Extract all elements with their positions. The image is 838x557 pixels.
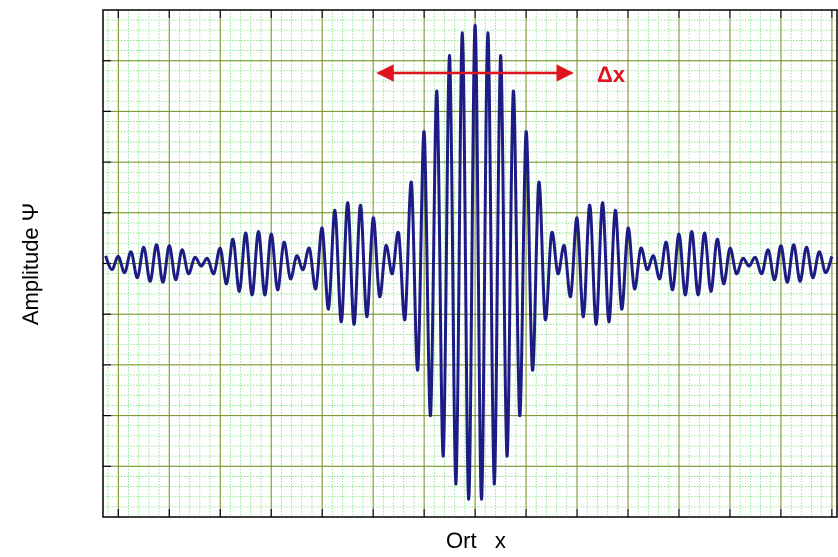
plot-frame bbox=[102, 9, 838, 518]
annotation: Δx bbox=[597, 62, 626, 87]
y-axis-label: Amplitude Ψ bbox=[18, 203, 43, 325]
wave-line bbox=[104, 23, 834, 501]
plot bbox=[104, 23, 834, 501]
x-axis-label: Ort x bbox=[446, 528, 506, 553]
